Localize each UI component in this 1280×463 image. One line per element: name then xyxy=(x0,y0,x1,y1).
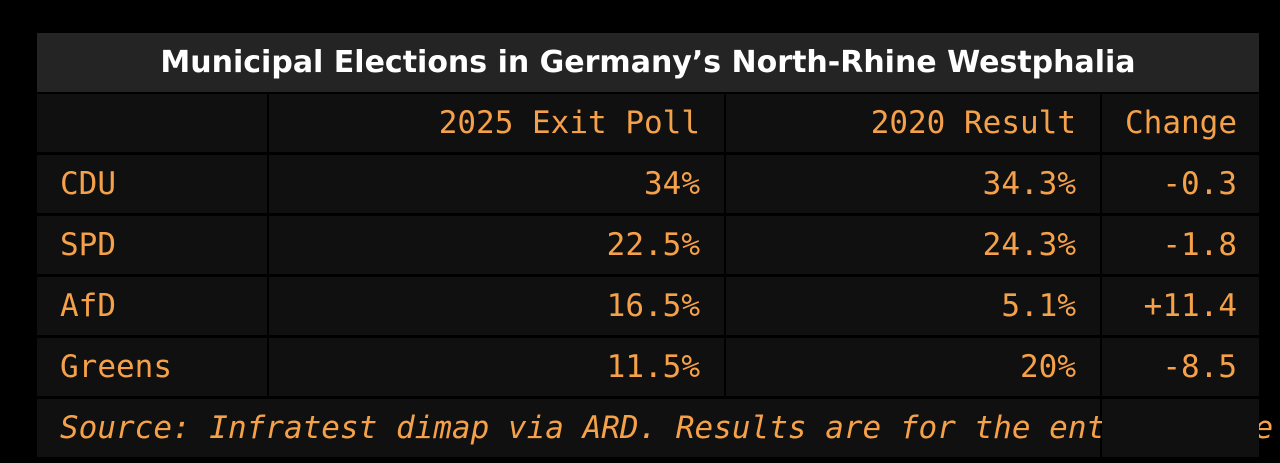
header-result-2020: 2020 Result xyxy=(726,94,1100,152)
row-greens-party: Greens xyxy=(37,338,267,396)
row-greens-exit-poll: 11.5% xyxy=(269,338,724,396)
row-spd-result-2020: 24.3% xyxy=(726,216,1100,274)
row-cdu-exit-poll: 34% xyxy=(269,155,724,213)
source-row-blank-cell xyxy=(1102,399,1259,457)
header-change: Change xyxy=(1102,94,1259,152)
table-title: Municipal Elections in Germany’s North-R… xyxy=(37,33,1259,92)
row-greens-change: -8.5 xyxy=(1102,338,1259,396)
header-party xyxy=(37,94,267,152)
header-exit-poll-2025: 2025 Exit Poll xyxy=(269,94,724,152)
source-note: Source: Infratest dimap via ARD. Results… xyxy=(37,399,1273,457)
results-table: Municipal Elections in Germany’s North-R… xyxy=(37,33,1273,457)
row-spd-change: -1.8 xyxy=(1102,216,1259,274)
row-cdu-party: CDU xyxy=(37,155,267,213)
table-grid: 2025 Exit Poll 2020 Result Change CDU 34… xyxy=(37,94,1273,457)
row-afd-exit-poll: 16.5% xyxy=(269,277,724,335)
row-cdu-result-2020: 34.3% xyxy=(726,155,1100,213)
row-cdu-change: -0.3 xyxy=(1102,155,1259,213)
row-afd-change: +11.4 xyxy=(1102,277,1259,335)
row-greens-result-2020: 20% xyxy=(726,338,1100,396)
row-spd-party: SPD xyxy=(37,216,267,274)
row-afd-result-2020: 5.1% xyxy=(726,277,1100,335)
row-afd-party: AfD xyxy=(37,277,267,335)
row-spd-exit-poll: 22.5% xyxy=(269,216,724,274)
